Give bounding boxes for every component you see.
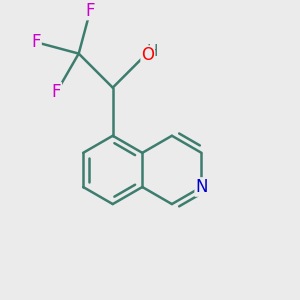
Text: F: F (32, 33, 41, 51)
Text: O: O (141, 46, 154, 64)
Text: H: H (147, 44, 158, 59)
Text: N: N (195, 178, 208, 196)
Text: F: F (52, 83, 61, 101)
Text: F: F (85, 2, 95, 20)
